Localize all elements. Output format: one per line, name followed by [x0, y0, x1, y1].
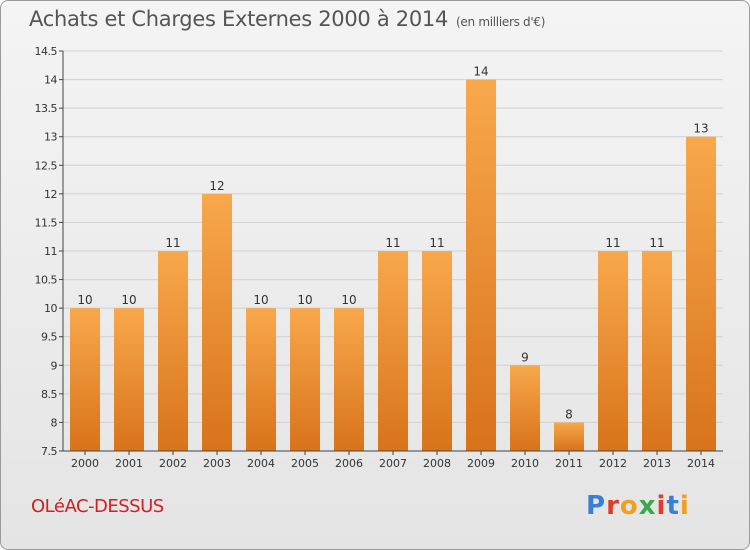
- logo-letter: t: [666, 491, 680, 521]
- x-tick-label: 2003: [203, 457, 231, 470]
- chart-title: Achats et Charges Externes 2000 à 2014 (e…: [29, 7, 545, 31]
- data-label: 13: [693, 122, 708, 136]
- bar: [686, 136, 716, 451]
- chart-subtitle: (en milliers d'€): [456, 15, 546, 29]
- commune-name: OLéAC-DESSUS: [31, 496, 164, 517]
- y-tick-label: 11.5: [35, 216, 58, 229]
- axes: [59, 50, 723, 455]
- bar: [158, 251, 188, 451]
- y-tick-label: 7.5: [41, 445, 57, 458]
- y-tick-label: 12.5: [35, 159, 58, 172]
- y-tick-label: 12: [44, 188, 57, 201]
- bar: [510, 365, 540, 451]
- y-tick-label: 8.5: [41, 388, 57, 401]
- y-tick-label: 8: [51, 416, 58, 429]
- logo-letter: P: [586, 491, 607, 521]
- data-label: 10: [253, 293, 268, 307]
- x-tick-label: 2013: [643, 457, 671, 470]
- bar: [378, 251, 408, 451]
- x-tick-label: 2000: [71, 457, 99, 470]
- logo-letter: o: [619, 491, 639, 521]
- y-tick-label: 14.5: [35, 45, 58, 58]
- y-tick-label: 14: [44, 74, 57, 87]
- data-label: 10: [77, 293, 92, 307]
- data-label: 10: [297, 293, 312, 307]
- proxiti-logo: Proxiti: [586, 491, 690, 521]
- data-label: 11: [605, 236, 620, 250]
- x-tick-label: 2006: [335, 457, 363, 470]
- x-tick-label: 2004: [247, 457, 275, 470]
- data-label: 10: [341, 293, 356, 307]
- logo-letter: i: [656, 491, 667, 521]
- logo-letter: r: [606, 491, 620, 521]
- bar: [466, 79, 496, 452]
- bar: [422, 251, 452, 451]
- bar: [290, 308, 320, 451]
- bar: [334, 308, 364, 451]
- data-label: 9: [521, 350, 529, 364]
- y-tick-label: 9: [51, 359, 58, 372]
- x-tick-label: 2007: [379, 457, 407, 470]
- labels: 7.5 8 8.5 9 9.5 10 10.5 11 11.5 12 12.5 13 13.5 14 14.…: [35, 45, 716, 470]
- x-tick-label: 2014: [687, 457, 715, 470]
- y-tick-label: 9.5: [41, 331, 57, 344]
- bar: [598, 251, 628, 451]
- data-label: 11: [165, 236, 180, 250]
- data-label: 11: [385, 236, 400, 250]
- x-tick-label: 2005: [291, 457, 319, 470]
- x-tick-label: 2012: [599, 457, 627, 470]
- bars: [70, 79, 716, 452]
- logo-letter: x: [638, 491, 657, 521]
- x-tick-label: 2009: [467, 457, 495, 470]
- bar: [554, 422, 584, 451]
- logo-letter: i: [679, 491, 690, 521]
- x-tick-label: 2010: [511, 457, 539, 470]
- x-tick-label: 2008: [423, 457, 451, 470]
- bar: [642, 251, 672, 451]
- data-label: 14: [473, 65, 488, 79]
- bar: [202, 193, 232, 451]
- data-label: 8: [565, 407, 573, 421]
- y-tick-label: 13: [44, 131, 57, 144]
- y-tick-label: 13.5: [35, 102, 58, 115]
- bar: [70, 308, 100, 451]
- bar: [246, 308, 276, 451]
- data-label: 12: [209, 179, 224, 193]
- data-label: 10: [121, 293, 136, 307]
- y-tick-label: 11: [44, 245, 57, 258]
- x-tick-label: 2011: [555, 457, 583, 470]
- x-tick-label: 2002: [159, 457, 187, 470]
- data-label: 11: [649, 236, 664, 250]
- y-tick-label: 10.5: [35, 274, 58, 287]
- bar: [114, 308, 144, 451]
- x-tick-label: 2001: [115, 457, 143, 470]
- y-tick-label: 10: [44, 302, 57, 315]
- data-label: 11: [429, 236, 444, 250]
- chart-title-text: Achats et Charges Externes 2000 à 2014: [29, 7, 449, 31]
